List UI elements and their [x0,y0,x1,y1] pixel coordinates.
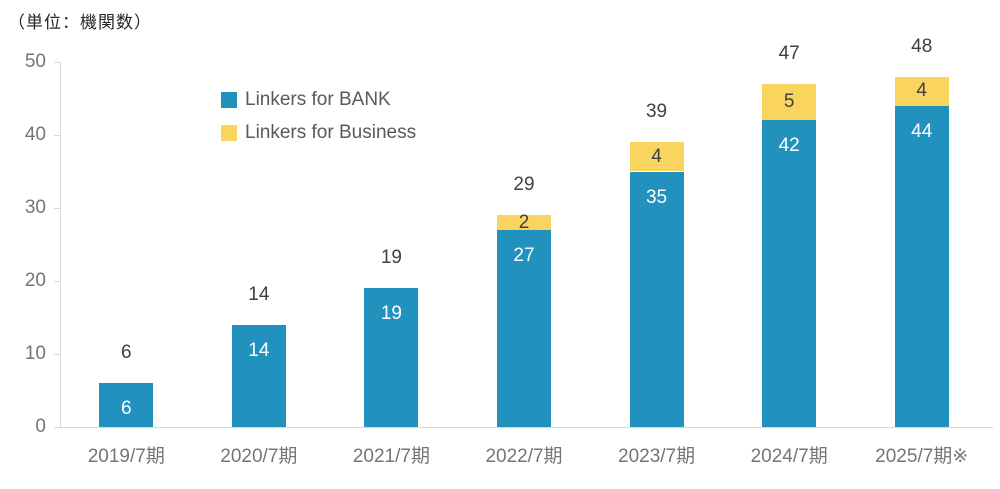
legend-item-bank: Linkers for BANK [221,88,416,111]
bar-segment-bank: 6 [99,383,154,427]
legend-swatch-business-icon [221,124,237,141]
legend-item-business: Linkers for Business [221,121,416,144]
bar-value-label: 2 [518,211,530,233]
bar-segment-bank: 27 [497,229,551,427]
total-value-label: 6 [120,342,132,364]
bar-value-label: 35 [645,186,668,208]
x-axis-label: 2019/7期 [87,446,165,467]
bar-segment-bank: 42 [762,120,817,427]
bar-segment-business: 5 [762,83,817,121]
total-value-label: 39 [645,101,668,123]
bar-segment-bank: 44 [894,105,949,427]
bar-value-label: 27 [513,244,535,266]
legend-label-business: Linkers for Business [245,121,417,143]
bar-segment-business: 4 [629,142,684,172]
y-axis-line [60,62,61,427]
legend-swatch-bank-icon [221,91,237,108]
total-value-label: 29 [513,174,535,196]
x-axis-label: 2023/7期 [618,446,696,467]
bar-value-label: 6 [120,398,132,420]
bar-value-label: 44 [911,120,933,142]
x-axis-label: 2020/7期 [220,446,298,467]
y-axis-label: 20 [24,270,46,291]
y-axis-label: 0 [35,416,46,437]
total-value-label: 14 [248,283,270,305]
bar-segment-bank: 35 [629,171,684,427]
total-value-label: 48 [911,35,933,57]
bar-segment-business: 4 [894,76,949,106]
x-axis-label: 2021/7期 [352,446,430,467]
bar-segment-bank: 19 [364,288,419,427]
x-axis-label: 2025/7期※ [875,446,969,467]
y-tick [54,135,60,136]
y-axis-label: 30 [24,197,46,218]
bar-value-label: 5 [783,91,795,113]
bar-value-label: 14 [248,339,270,361]
y-tick [54,208,60,209]
y-axis-label: 40 [24,124,46,145]
legend: Linkers for BANK Linkers for Business [221,88,416,144]
y-tick [54,62,60,63]
y-tick [54,281,60,282]
total-value-label: 19 [380,247,402,269]
total-value-label: 47 [778,42,800,64]
bar-value-label: 4 [916,80,927,102]
bar-segment-business: 2 [497,211,551,233]
y-axis-label: 50 [24,51,46,72]
x-axis-label: 2022/7期 [485,446,563,467]
unit-label: （単位：機関数） [8,13,152,32]
bar-value-label: 42 [778,135,800,157]
x-axis-line [60,427,993,428]
y-tick [54,354,60,355]
legend-label-bank: Linkers for BANK [245,88,391,110]
y-axis-label: 10 [24,343,46,364]
bar-value-label: 19 [380,303,402,325]
x-axis-label: 2024/7期 [750,446,828,467]
bar-value-label: 4 [651,145,662,167]
y-tick [54,427,60,428]
bar-segment-bank: 14 [231,324,286,427]
